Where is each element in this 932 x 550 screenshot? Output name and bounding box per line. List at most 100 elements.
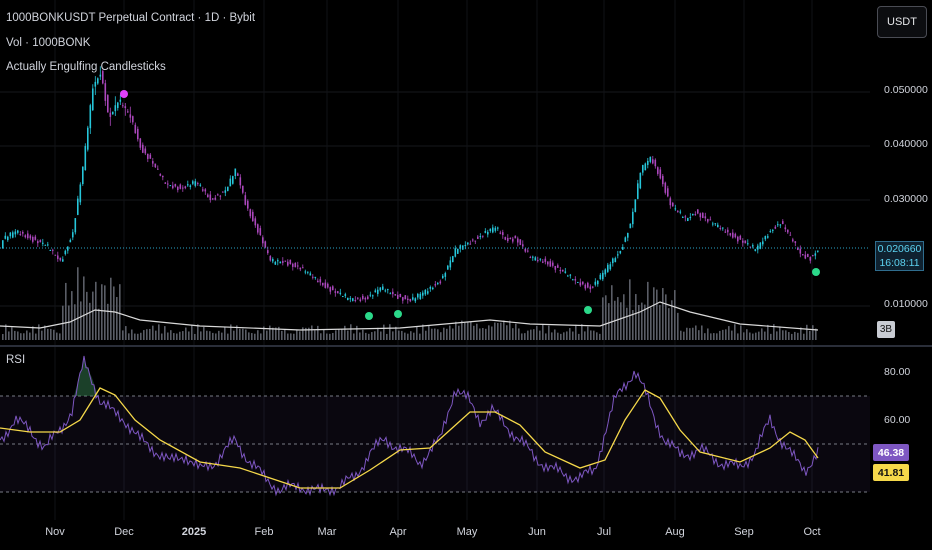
candle-body [724, 231, 727, 233]
time-axis-label: Jul [596, 526, 612, 538]
volume-bar [812, 325, 814, 340]
candle-body [689, 217, 692, 219]
candle-body [752, 245, 754, 247]
candle-body [622, 247, 624, 250]
volume-bar [35, 333, 37, 340]
volume-bar [224, 326, 226, 340]
volume-bar [23, 333, 25, 340]
volume-bar [308, 327, 310, 340]
candle-body [417, 293, 419, 298]
candle-body [97, 78, 99, 84]
volume-bar [17, 331, 19, 340]
candle-body [607, 264, 609, 272]
candle-body [112, 111, 114, 115]
volume-bar [428, 325, 430, 340]
volume-bar [620, 302, 622, 340]
volume-bar [212, 332, 214, 340]
candle-body [552, 262, 554, 266]
candle-body [382, 286, 384, 290]
candle-body [177, 186, 179, 191]
volume-bar [554, 329, 556, 340]
volume-bar [506, 325, 508, 340]
volume-bar [137, 333, 139, 340]
volume-bar [32, 326, 34, 340]
candle-body [757, 245, 759, 250]
volume-bar [596, 332, 598, 340]
volume-bar [128, 333, 130, 340]
candle-body [244, 195, 247, 205]
time-axis-label: May [456, 526, 478, 538]
volume-legend[interactable]: Vol · 1000BONK [6, 37, 91, 49]
candle-body [627, 233, 629, 238]
volume-bar [719, 330, 721, 340]
volume-bar [692, 327, 694, 340]
candle-body [332, 286, 334, 291]
candle-body [692, 213, 694, 216]
candle-body [222, 191, 224, 193]
volume-bar [455, 321, 457, 340]
volume-bar [26, 330, 28, 340]
candle-body [532, 256, 534, 258]
candle-body [357, 297, 359, 299]
candle-body [667, 188, 669, 197]
time-axis-label: Jun [528, 526, 546, 538]
volume-bar [290, 333, 292, 340]
candle-body [139, 138, 142, 148]
volume-bar [158, 324, 160, 340]
volume-bar [764, 331, 766, 340]
candle-body [27, 233, 29, 239]
time-axis-label: Oct [803, 526, 821, 538]
candle-body [262, 237, 264, 244]
symbol-title[interactable]: 1000BONKUSDT Perpetual Contract · 1D · B… [6, 12, 256, 24]
candle-body [77, 198, 79, 215]
volume-bar [89, 302, 91, 340]
rsi-legend[interactable]: RSI [6, 354, 26, 366]
volume-bar [257, 330, 259, 340]
volume-bar [365, 332, 367, 340]
candle-body [194, 181, 197, 186]
candle-body [114, 105, 117, 112]
volume-bar [602, 297, 604, 340]
volume-bar [431, 328, 433, 340]
volume-bar [767, 324, 769, 340]
candle-body [232, 176, 234, 184]
candle-body [69, 239, 72, 243]
volume-bar [227, 333, 229, 340]
candle-body [592, 286, 594, 288]
candle-body [794, 241, 797, 243]
candle-body [447, 265, 449, 270]
candle-body [694, 214, 697, 216]
volume-bar [518, 328, 520, 340]
volume-bar [98, 308, 100, 340]
volume-bar [350, 324, 352, 340]
candle-body [437, 283, 439, 285]
candle-body [684, 216, 687, 218]
volume-bar [656, 289, 658, 340]
candle-body [362, 295, 364, 300]
candle-body [319, 279, 322, 283]
candle-body [722, 227, 724, 229]
volume-bar [542, 324, 544, 340]
candle-body [649, 156, 652, 162]
candle-body [732, 232, 734, 238]
volume-bar [617, 297, 619, 340]
volume-bar [197, 324, 199, 340]
rsi-axis-label: 80.00 [884, 366, 911, 378]
candle-body [309, 273, 312, 276]
candle-body [687, 218, 689, 222]
candle-body [697, 209, 699, 214]
candle-body [342, 296, 344, 298]
volume-bar [593, 330, 595, 340]
candle-body [157, 168, 159, 170]
candle-body [354, 300, 357, 302]
indicator-legend[interactable]: Actually Engulfing Candlesticks [6, 61, 166, 73]
volume-bar [95, 281, 97, 340]
volume-bar [242, 328, 244, 340]
candle-body [647, 160, 649, 165]
volume-bar [302, 327, 304, 340]
candle-body [602, 272, 604, 280]
currency-button[interactable]: USDT [877, 6, 927, 38]
volume-bar [488, 325, 490, 340]
candle-body [469, 243, 472, 245]
